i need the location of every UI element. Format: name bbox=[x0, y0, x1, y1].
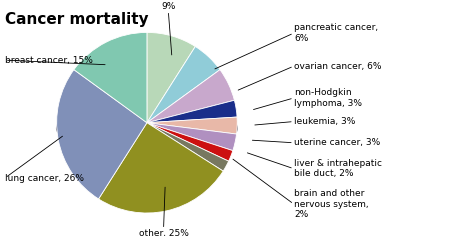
Text: breast cancer, 15%: breast cancer, 15% bbox=[5, 56, 92, 65]
Ellipse shape bbox=[57, 103, 237, 153]
Text: leukemia, 3%: leukemia, 3% bbox=[294, 117, 355, 126]
Wedge shape bbox=[147, 32, 195, 123]
Wedge shape bbox=[147, 100, 237, 123]
Wedge shape bbox=[147, 117, 237, 134]
Wedge shape bbox=[147, 46, 220, 123]
Text: ovarian cancer, 6%: ovarian cancer, 6% bbox=[294, 62, 382, 71]
Wedge shape bbox=[147, 70, 235, 123]
Text: lung cancer, 26%: lung cancer, 26% bbox=[5, 174, 84, 183]
Text: colorectal cancer,
9%: colorectal cancer, 9% bbox=[128, 0, 209, 11]
Wedge shape bbox=[74, 32, 147, 123]
Text: pancreatic cancer,
6%: pancreatic cancer, 6% bbox=[294, 23, 378, 43]
Wedge shape bbox=[99, 123, 223, 213]
Wedge shape bbox=[147, 123, 233, 161]
Text: Cancer mortality: Cancer mortality bbox=[5, 12, 148, 27]
Wedge shape bbox=[57, 70, 147, 199]
Text: liver & intrahepatic
bile duct, 2%: liver & intrahepatic bile duct, 2% bbox=[294, 159, 382, 178]
Text: uterine cancer, 3%: uterine cancer, 3% bbox=[294, 138, 380, 147]
Wedge shape bbox=[147, 123, 228, 171]
Wedge shape bbox=[147, 123, 237, 151]
Text: non-Hodgkin
lymphoma, 3%: non-Hodgkin lymphoma, 3% bbox=[294, 88, 362, 108]
Text: other, 25%: other, 25% bbox=[138, 229, 189, 236]
Text: brain and other
nervous system,
2%: brain and other nervous system, 2% bbox=[294, 189, 368, 219]
